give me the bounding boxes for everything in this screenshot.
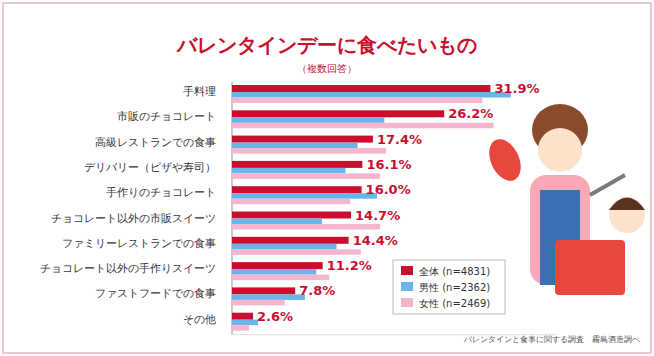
data-label: 16.1%	[366, 157, 411, 172]
bar	[232, 294, 305, 300]
bar	[232, 148, 386, 154]
data-label: 11.2%	[327, 258, 372, 273]
data-label: 17.4%	[377, 132, 422, 147]
illustration	[483, 104, 645, 295]
legend-swatch	[401, 282, 413, 291]
category-label: デリバリー（ピザや寿司）	[84, 161, 216, 174]
title: バレンタインデーに食べたいもの	[176, 33, 477, 57]
bar	[232, 325, 249, 331]
category-label: 手料理	[183, 85, 216, 98]
pot	[555, 240, 625, 295]
data-label: 14.4%	[353, 233, 398, 248]
legend: 全体 (n=4831) 男性 (n=2362) 女性 (n=2469)	[393, 260, 505, 314]
bar	[232, 193, 377, 199]
bar	[232, 300, 285, 306]
bar	[232, 173, 380, 179]
bar	[232, 275, 329, 281]
category-label: 高級レストランでの食事	[95, 136, 216, 149]
face	[538, 128, 582, 172]
category-label: 手作りのチョコレート	[106, 186, 216, 199]
bar	[232, 123, 494, 129]
bar	[232, 249, 361, 255]
bar	[232, 212, 351, 219]
bar	[232, 186, 362, 193]
bar	[232, 287, 295, 294]
bar	[232, 92, 511, 98]
bar	[232, 320, 258, 326]
bar	[232, 136, 373, 143]
bar	[232, 262, 323, 269]
data-label: 26.2%	[448, 106, 493, 121]
subtitle: （複数回答）	[297, 63, 357, 74]
category-label: チョコレート以外の手作りスイーツ	[40, 262, 216, 275]
bar	[232, 168, 345, 174]
frame	[3, 3, 651, 353]
bars	[232, 85, 511, 331]
legend-box	[393, 260, 505, 314]
ladle	[590, 175, 625, 195]
bar	[232, 199, 350, 205]
data-label: 14.7%	[355, 208, 400, 223]
page: {"chart_data": { "type": "bar", "orienta…	[0, 0, 654, 356]
source: バレンタインと食事に関する調査 霧島酒造調べ	[463, 335, 640, 344]
bar	[232, 269, 316, 275]
bar	[232, 117, 384, 123]
category-label: ファミリーレストランでの食事	[62, 237, 216, 250]
labels: 手料理 31.9% 市販のチョコレート 26.2% 高級レストランでの食事 17.4% デリ…	[40, 81, 539, 326]
bar	[232, 161, 362, 168]
legend-swatch	[401, 298, 413, 307]
bar	[232, 244, 336, 250]
category-label: チョコレート以外の市販スイーツ	[51, 212, 216, 225]
bar	[232, 313, 253, 320]
bar	[232, 98, 482, 104]
bar	[232, 237, 349, 244]
category-label: ファストフードでの食事	[95, 287, 216, 300]
bar	[232, 110, 444, 117]
bar	[232, 224, 380, 230]
data-label: 16.0%	[366, 182, 411, 197]
lid	[483, 134, 527, 186]
child-face	[609, 197, 645, 233]
legend-label: 女性 (n=2469)	[419, 298, 490, 309]
legend-label: 全体 (n=4831)	[419, 266, 490, 277]
data-label: 31.9%	[494, 81, 539, 96]
bar	[232, 219, 322, 225]
category-label: 市販のチョコレート	[117, 110, 216, 123]
data-label: 2.6%	[257, 309, 293, 324]
bar	[232, 85, 490, 92]
category-label: その他	[183, 313, 216, 326]
legend-label: 男性 (n=2362)	[419, 282, 490, 293]
data-label: 7.8%	[299, 283, 335, 298]
child-hair	[609, 198, 645, 211]
chart-svg: バレンタインデーに食べたいもの （複数回答） 手料理 31.9% 市販のチョコレート 26…	[0, 0, 654, 356]
legend-swatch	[401, 266, 413, 275]
bar	[232, 143, 358, 149]
